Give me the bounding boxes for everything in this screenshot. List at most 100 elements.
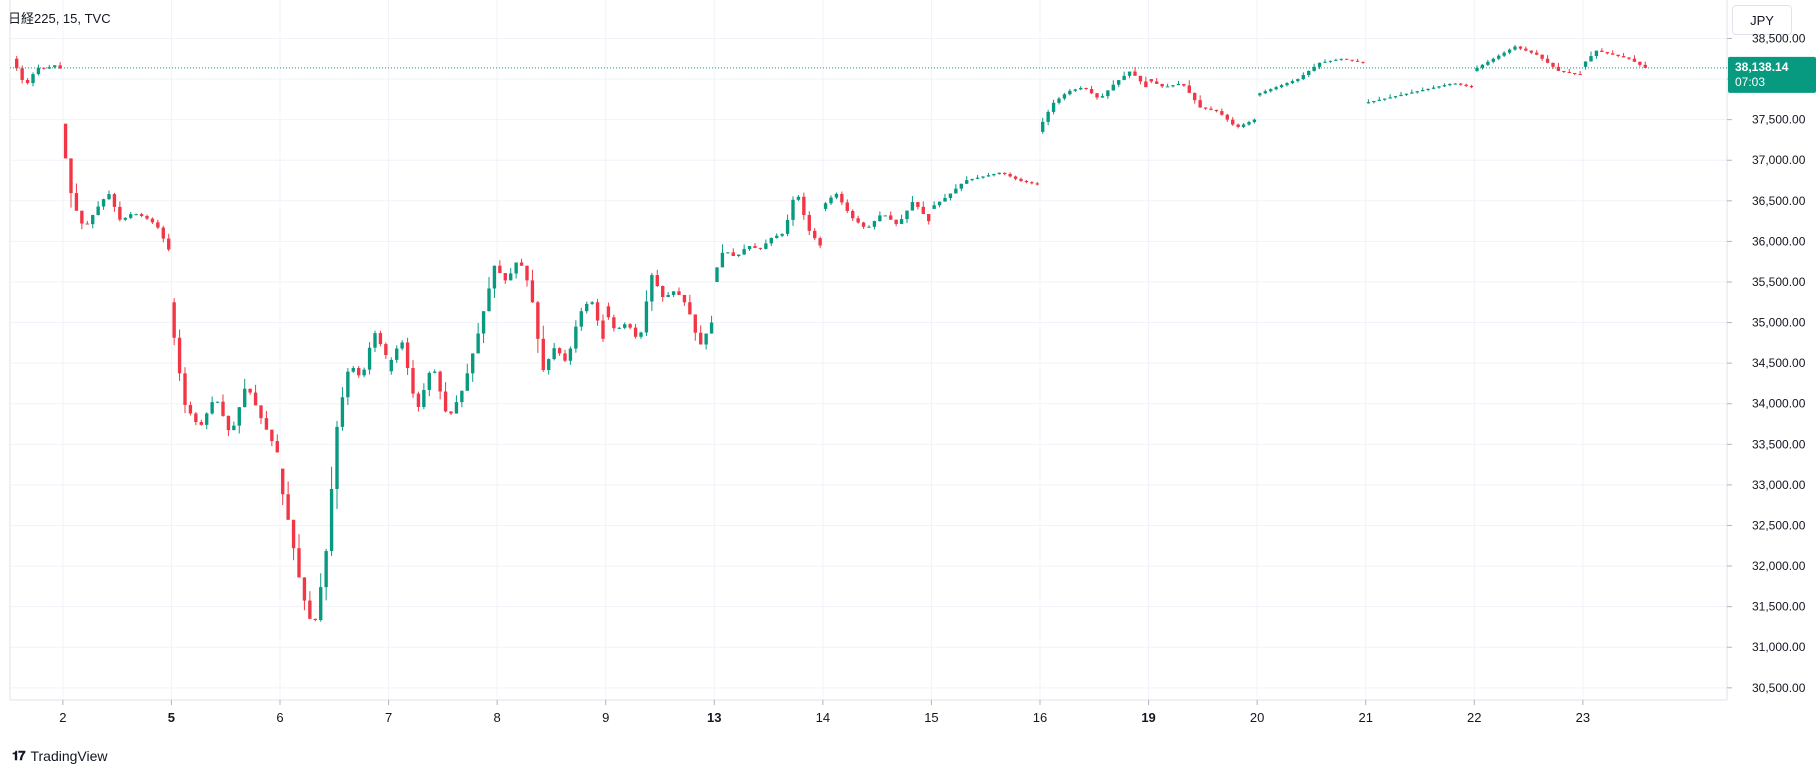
candle-body (161, 227, 165, 239)
candle-body (1269, 89, 1273, 92)
candle-body (1464, 84, 1468, 86)
candle-body (585, 303, 589, 312)
candle-body (405, 342, 410, 369)
candle-body (1355, 60, 1360, 62)
candle-body (699, 332, 703, 345)
candle-body (1621, 56, 1626, 58)
candle-body (1410, 92, 1414, 94)
candle-body (1024, 180, 1029, 183)
x-tick-label: 21 (1358, 710, 1372, 725)
x-tick-label: 19 (1141, 710, 1155, 725)
candle-body (1214, 109, 1219, 112)
candle-body (471, 353, 475, 374)
candle-body (156, 222, 160, 228)
candle-body (1513, 46, 1517, 50)
candle-body (823, 203, 828, 209)
candle-body (1138, 75, 1143, 82)
candle-body (1393, 96, 1398, 98)
candle-body (319, 587, 323, 621)
candle-body (194, 413, 198, 422)
candle-body (25, 79, 30, 84)
y-tick-label: 31,500.00 (1752, 600, 1806, 614)
candle-body (568, 348, 573, 361)
candle-body (1377, 99, 1381, 101)
y-tick-label: 35,500.00 (1752, 275, 1806, 289)
candle-body (1627, 57, 1631, 59)
candle-body (433, 371, 437, 373)
candle-body (1089, 88, 1094, 94)
candle-body (758, 247, 763, 249)
candle-body (107, 194, 111, 200)
tradingview-branding[interactable]: 𝟏𝟕 TradingView (12, 748, 108, 764)
candle-body (1502, 52, 1506, 56)
candle-body (1339, 58, 1343, 60)
candle-body (1176, 83, 1181, 86)
candle-body (36, 67, 41, 75)
candle-body (1556, 66, 1561, 71)
candle-body (422, 389, 426, 407)
y-tick-label: 32,500.00 (1752, 518, 1806, 532)
candle-body (709, 322, 714, 334)
candle-body (1171, 85, 1175, 87)
candle-body (1616, 54, 1620, 57)
candle-body (416, 393, 421, 407)
candle-body (1448, 83, 1452, 86)
candle-body (498, 265, 502, 274)
candle-body (1589, 56, 1593, 62)
candle-body (1594, 50, 1599, 57)
candle-body (1453, 83, 1457, 85)
countdown-timer: 07:03 (1735, 75, 1765, 89)
candle-body (335, 426, 339, 489)
y-tick-label: 38,500.00 (1752, 31, 1806, 45)
candle-body (378, 333, 383, 345)
candle-body (1035, 183, 1039, 185)
candle-body (1399, 94, 1403, 97)
candle-body (324, 551, 328, 588)
currency-button[interactable]: JPY (1732, 5, 1792, 35)
candle-body (557, 348, 562, 354)
x-tick-label: 13 (707, 710, 721, 725)
candle-body (1431, 87, 1436, 89)
candle-body (1068, 90, 1072, 95)
candle-body (1307, 70, 1311, 75)
candle-body (1404, 93, 1409, 95)
candle-body (1497, 55, 1501, 59)
candle-body (1100, 96, 1105, 98)
candle-body (1372, 100, 1376, 103)
candle-body (574, 326, 578, 349)
candle-body (351, 368, 355, 372)
candle-body (1421, 90, 1425, 92)
candle-body (1008, 174, 1012, 177)
candle-body (1160, 83, 1164, 87)
candle-body (617, 327, 621, 329)
candle-body (753, 246, 757, 248)
candle-body (188, 404, 193, 414)
y-tick-label: 36,000.00 (1752, 234, 1806, 248)
candle-body (959, 183, 963, 189)
candle-body (1084, 87, 1088, 89)
candle-body (1279, 85, 1284, 88)
candle-body (943, 197, 947, 202)
x-tick-label: 8 (494, 710, 501, 725)
candle-body (954, 188, 958, 194)
candle-body (1117, 80, 1121, 85)
candle-body (1241, 124, 1246, 127)
candle-body (74, 193, 79, 211)
candle-body (492, 265, 497, 289)
candle-body (937, 201, 942, 206)
y-tick-label: 31,000.00 (1752, 640, 1806, 654)
candle-body (894, 219, 898, 224)
candle-body (297, 548, 301, 578)
candle-body (775, 235, 779, 238)
candle-body (905, 210, 909, 220)
grid-lines (10, 0, 1727, 700)
candle-body (96, 206, 100, 216)
y-tick-label: 30,500.00 (1752, 681, 1806, 695)
candle-body (1437, 86, 1441, 88)
candle-body (1203, 107, 1208, 109)
candle-body (384, 344, 388, 356)
candle-body (248, 388, 252, 393)
candle-body (509, 273, 513, 281)
